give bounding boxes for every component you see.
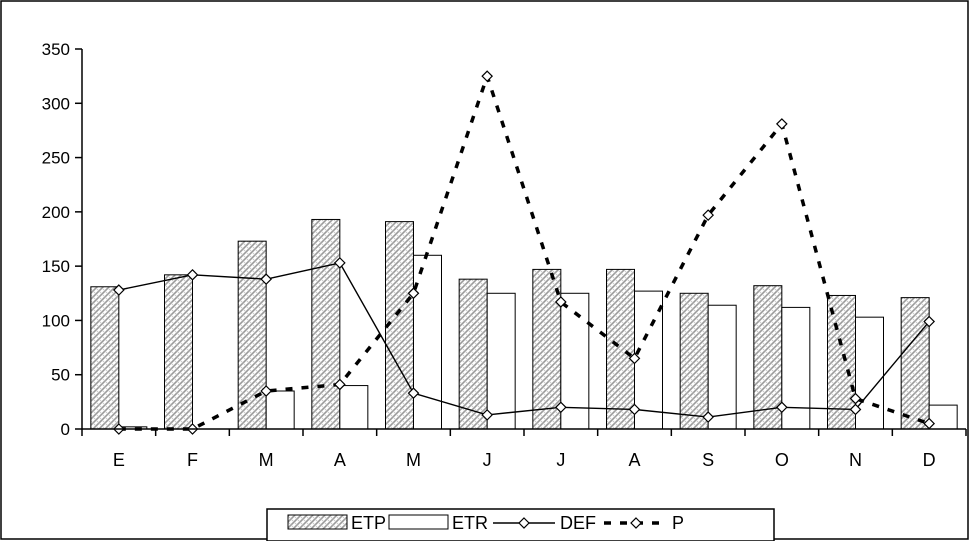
point-p (775, 118, 788, 130)
point-def (333, 257, 346, 269)
x-tick-label: M (259, 450, 274, 470)
bars-layer (90, 218, 958, 430)
bar-etp (458, 278, 488, 430)
point-def (923, 315, 936, 328)
bar-etp (164, 274, 193, 430)
point-def (260, 273, 273, 286)
bar-etr (413, 254, 442, 430)
x-tick-label: D (923, 450, 936, 470)
bar-etp (385, 221, 414, 430)
bar-etp (606, 268, 635, 430)
x-tick-label: A (334, 450, 346, 470)
lines-layer (112, 70, 936, 435)
point-def (628, 403, 641, 416)
y-tick-label: 100 (42, 311, 70, 330)
x-tick-label: E (113, 450, 125, 470)
legend-marker-p (630, 517, 642, 529)
bar-etr (928, 404, 958, 430)
axes-layer: 0 50 100 150 200 250 300 350 E F M A M J J A S O N D (42, 40, 967, 470)
point-def (407, 387, 420, 400)
point-def (702, 411, 715, 423)
point-p (628, 352, 641, 365)
x-tick-label: J (483, 450, 492, 470)
point-def (775, 401, 788, 414)
x-tick-label: N (849, 450, 862, 470)
x-tick-label: S (702, 450, 714, 470)
y-tick-label: 350 (42, 40, 70, 59)
bar-etp (237, 240, 267, 430)
bar-etp (679, 292, 709, 430)
series-line-def (118, 262, 930, 418)
x-tick-label: M (406, 450, 421, 470)
legend-label-def: DEF (560, 513, 596, 533)
x-tick-label: A (628, 450, 640, 470)
point-p (333, 378, 346, 391)
legend-label-etr: ETR (452, 513, 488, 533)
bar-etp (753, 285, 783, 430)
y-tick-label: 300 (42, 94, 70, 113)
point-def (186, 268, 199, 281)
bar-etr (265, 390, 295, 430)
legend: ETP ETR DEF P (266, 508, 775, 542)
bar-etp (90, 286, 120, 430)
series-line-p (118, 70, 930, 431)
point-p (849, 392, 862, 405)
point-def (481, 409, 494, 421)
bar-etp (900, 297, 930, 430)
x-tick-label: O (775, 450, 789, 470)
point-p (481, 70, 494, 82)
bar-etp (311, 218, 341, 430)
legend-label-etp: ETP (351, 513, 386, 533)
bar-etr (339, 385, 369, 430)
y-tick-label: 0 (61, 420, 70, 439)
point-def (849, 403, 862, 416)
legend-label-p: P (672, 513, 684, 533)
legend-marker-def (518, 517, 530, 529)
point-def (112, 284, 125, 296)
bar-etr (855, 316, 884, 430)
point-def (554, 401, 567, 414)
point-p (702, 209, 715, 221)
y-tick-label: 150 (42, 257, 70, 276)
legend-swatch-etp (287, 514, 348, 530)
bar-etr (781, 306, 811, 430)
point-p (554, 296, 567, 308)
x-tick-label: F (187, 450, 198, 470)
point-p (260, 385, 273, 397)
y-tick-label: 250 (42, 149, 70, 168)
x-tick-label: J (556, 450, 565, 470)
bar-etr (634, 290, 663, 430)
bar-etr (707, 304, 737, 430)
bar-etr (486, 292, 516, 430)
legend-swatch-etr (388, 514, 449, 530)
y-tick-label: 50 (51, 366, 70, 385)
point-p (407, 287, 420, 300)
bar-etp (532, 268, 562, 430)
y-tick-label: 200 (42, 203, 70, 222)
